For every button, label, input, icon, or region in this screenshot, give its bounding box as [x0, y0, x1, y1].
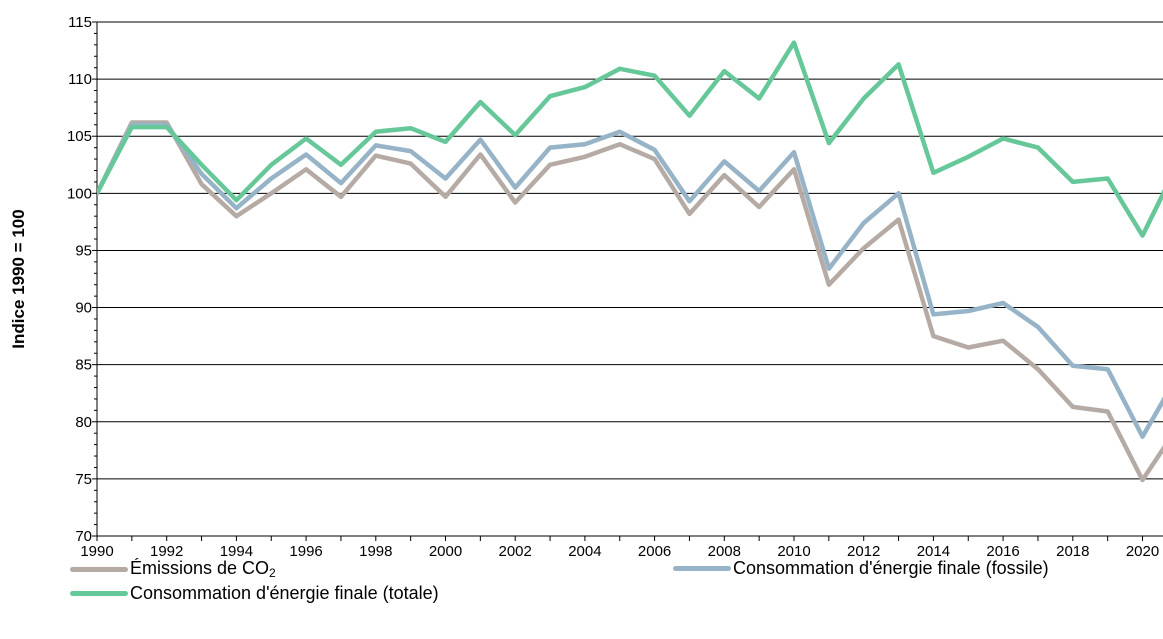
series-line-0: [97, 120, 1163, 483]
legend-label-totale: Consommation d'énergie finale (totale): [130, 583, 439, 603]
y-tick-label-105: 105: [67, 128, 92, 145]
y-tick-label-85: 85: [75, 357, 92, 374]
series-line-2: [97, 40, 1163, 238]
x-tick-labels: 1990 1992 1994 1996 1998 2000 2002 2004 2006 2008…: [80, 543, 1159, 556]
y-tick-label-100: 100: [67, 185, 92, 202]
y-tick-label-70: 70: [75, 528, 92, 545]
x-tick-label-2014: 2014: [917, 543, 950, 556]
x-tick-label-2006: 2006: [638, 543, 671, 556]
x-tick-label-2010: 2010: [777, 543, 810, 556]
y-tick-label-90: 90: [75, 300, 92, 317]
y-tick-label-110: 110: [68, 71, 92, 88]
x-tick-label-2020: 2020: [1126, 543, 1159, 556]
legend-item-fossile: Consommation d'énergie finale (fossile): [673, 558, 1049, 579]
x-tick-label-1994: 1994: [220, 543, 253, 556]
x-tick-label-2012: 2012: [847, 543, 880, 556]
y-tick-label-80: 80: [75, 414, 92, 431]
x-tick-label-2002: 2002: [499, 543, 532, 556]
axes: [92, 21, 1163, 541]
series-lines: [97, 40, 1163, 483]
x-tick-label-2016: 2016: [986, 543, 1019, 556]
y-tick-label-95: 95: [75, 242, 92, 259]
y-tick-label-75: 75: [75, 471, 92, 488]
x-tick-label-2008: 2008: [708, 543, 741, 556]
legend-swatch-totale: [70, 591, 128, 596]
gridlines: [97, 21, 1163, 480]
y-axis-label: Indice 1990 = 100: [9, 209, 28, 348]
x-tick-label-1996: 1996: [289, 543, 322, 556]
legend: Émissions de CO2 Consommation d'énergie …: [0, 556, 1163, 639]
legend-swatch-fossile: [673, 566, 731, 571]
legend-label-fossile: Consommation d'énergie finale (fossile): [733, 558, 1049, 578]
y-tick-labels: 70 75 80 85 90 95 100 105 110 115: [67, 14, 92, 545]
series-line-1: [97, 122, 1163, 439]
x-tick-label-1990: 1990: [80, 543, 113, 556]
x-tick-label-1998: 1998: [359, 543, 392, 556]
legend-item-totale: Consommation d'énergie finale (totale): [70, 583, 439, 604]
legend-swatch-co2: [70, 566, 128, 572]
legend-item-co2: Émissions de CO2: [70, 558, 276, 580]
x-tick-label-1992: 1992: [150, 543, 183, 556]
x-tick-label-2000: 2000: [429, 543, 462, 556]
x-tick-label-2018: 2018: [1056, 543, 1089, 556]
x-tick-label-2004: 2004: [568, 543, 601, 556]
y-tick-label-115: 115: [68, 14, 92, 31]
legend-label-co2: Émissions de CO2: [130, 558, 276, 580]
